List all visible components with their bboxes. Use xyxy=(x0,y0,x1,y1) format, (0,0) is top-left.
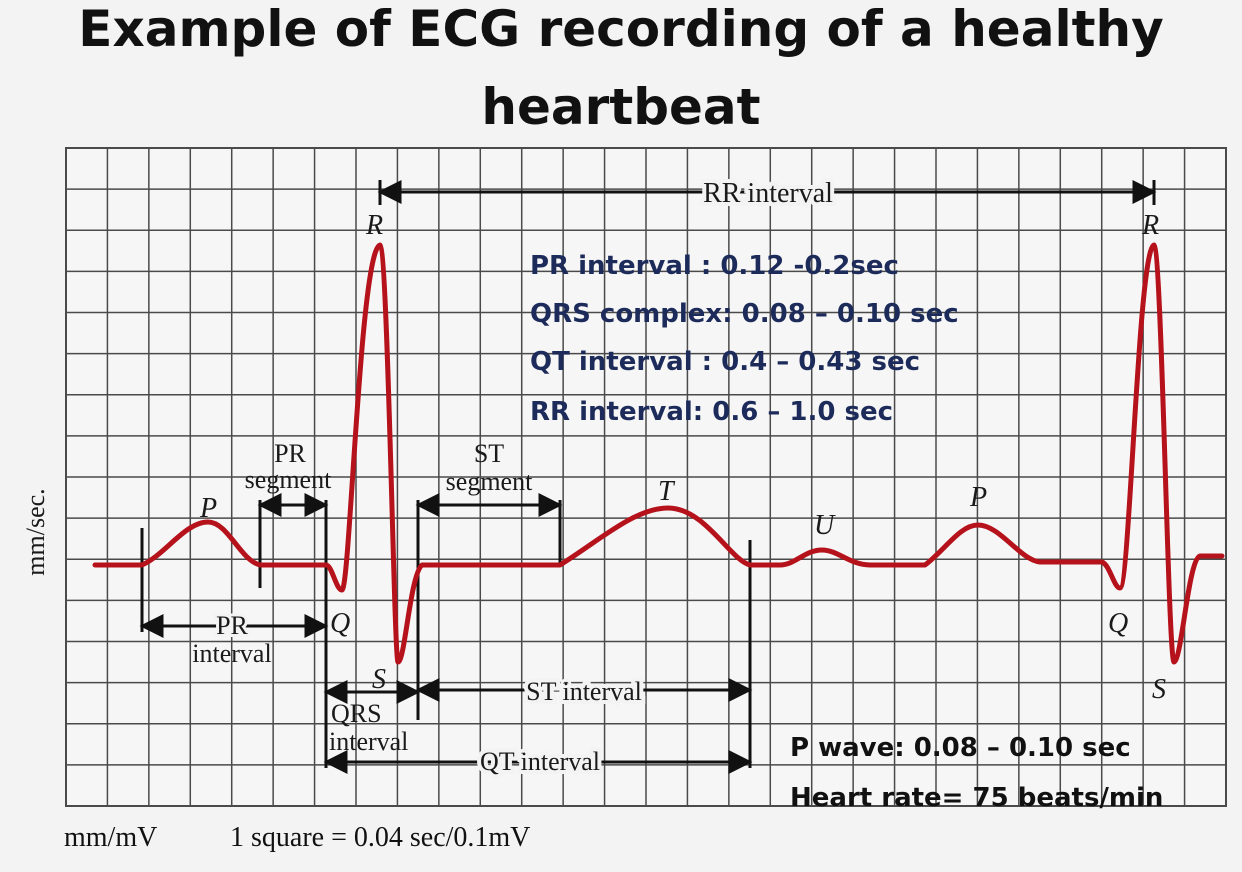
interval-markers xyxy=(139,180,1157,774)
ecg-trace xyxy=(92,242,1225,665)
footer-scale: 1 square = 0.04 sec/0.1mV xyxy=(230,822,531,853)
info-p-wave: P wave: 0.08 – 0.10 sec xyxy=(790,733,1131,763)
pr-segment-label-1: PR xyxy=(274,439,306,468)
info-heart-rate: Heart rate= 75 beats/min xyxy=(790,783,1163,813)
p-wave-label-2: P xyxy=(969,482,987,513)
pr-interval-label-1: PR xyxy=(216,611,248,640)
q-wave-label-1: Q xyxy=(330,608,350,639)
title-line-2: heartbeat xyxy=(481,78,761,136)
r-wave-label-1: R xyxy=(365,210,383,241)
st-segment-label-1: ST xyxy=(474,439,504,468)
qrs-interval-label-2: interval xyxy=(329,727,408,756)
u-wave-label: U xyxy=(814,510,836,541)
title-line-1: Example of ECG recording of a healthy xyxy=(78,0,1164,58)
footer-units: mm/mV xyxy=(64,822,158,853)
rr-interval-label: RR interval xyxy=(703,178,833,209)
interval-labels: RR interval PR segment ST segment PR int… xyxy=(192,174,837,780)
s-wave-label-1: S xyxy=(372,664,386,695)
qrs-interval-label-1: QRS xyxy=(331,699,382,728)
st-interval-label: ST interval xyxy=(526,677,642,706)
info-panel-bottom: P wave: 0.08 – 0.10 sec Heart rate= 75 b… xyxy=(790,733,1163,813)
info-rr-interval: RR interval: 0.6 – 1.0 sec xyxy=(530,397,893,427)
ecg-grid xyxy=(65,147,1227,807)
t-wave-label: T xyxy=(658,476,676,507)
r-wave-label-2: R xyxy=(1141,210,1159,241)
p-wave-label-1: P xyxy=(199,493,217,524)
info-qt-interval: QT interval : 0.4 – 0.43 sec xyxy=(530,347,920,377)
wave-labels: P R Q S T U P R Q S xyxy=(199,210,1166,705)
info-pr-interval: PR interval : 0.12 -0.2sec xyxy=(530,251,899,281)
info-qrs-complex: QRS complex: 0.08 – 0.10 sec xyxy=(530,299,959,329)
st-segment-label-2: segment xyxy=(446,467,533,496)
info-panel: PR interval : 0.12 -0.2sec QRS complex: … xyxy=(530,251,959,427)
qt-interval-label: QT interval xyxy=(480,747,600,776)
q-wave-label-2: Q xyxy=(1108,608,1128,639)
y-axis-label: mm/sec. xyxy=(21,488,50,575)
pr-segment-label-2: segment xyxy=(245,465,332,494)
s-wave-label-2: S xyxy=(1152,674,1166,705)
pr-interval-label-2: interval xyxy=(192,639,271,668)
